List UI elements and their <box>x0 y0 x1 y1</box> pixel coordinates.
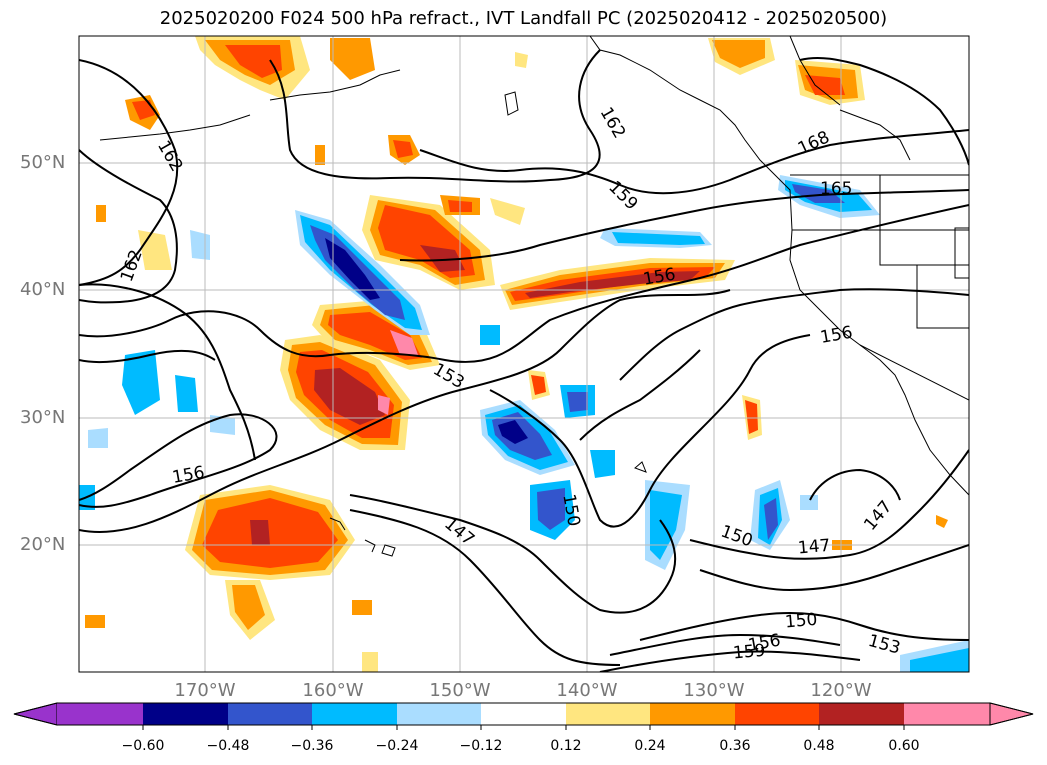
lon-label: 120°W <box>810 680 872 701</box>
colorbar-tick-label: −0.12 <box>459 738 503 754</box>
contour-label: 156 <box>171 463 206 488</box>
lat-label: 50°N <box>20 152 66 173</box>
colorbar-tick-label: −0.24 <box>375 738 419 754</box>
colorbar-swatch <box>735 703 819 725</box>
contour-label: 162 <box>153 137 187 175</box>
colorbar-swatch <box>143 703 228 725</box>
colorbar-tick-label: 0.36 <box>719 738 751 754</box>
gridlines <box>79 36 969 672</box>
contour-label: 162 <box>117 247 147 284</box>
colorbar-tick-label: 0.24 <box>634 738 666 754</box>
lat-label: 40°N <box>20 279 66 300</box>
colorbar-arrow-left <box>13 702 58 726</box>
colorbar-swatch <box>904 703 990 725</box>
colorbar-swatch <box>819 703 904 725</box>
lat-label: 20°N <box>20 534 66 555</box>
colorbar-swatch <box>228 703 312 725</box>
colorbar-arrow-right <box>989 702 1034 726</box>
contour-label: 159 <box>732 641 766 664</box>
contour-lines <box>79 49 969 672</box>
lon-label: 150°W <box>429 680 491 701</box>
plot-frame <box>78 35 970 673</box>
colorbar-swatch <box>312 703 397 725</box>
colorbar-tick-label: −0.60 <box>121 738 165 754</box>
contour-label: 147 <box>797 536 831 559</box>
colorbar-tick-label: 0.60 <box>888 738 920 754</box>
colorbar-swatch <box>57 703 143 725</box>
lat-label: 30°N <box>20 407 66 428</box>
contour-label: 165 <box>820 179 852 199</box>
colorbar-swatch <box>650 703 735 725</box>
colorbar-tick-label: 0.12 <box>550 738 582 754</box>
colorbar-swatch <box>566 703 650 725</box>
negative-anomaly-blobs <box>79 175 969 672</box>
lon-label: 170°W <box>174 680 236 701</box>
colorbar-swatch <box>397 703 481 725</box>
contour-label: 156 <box>819 323 854 348</box>
contour-label: 168 <box>795 127 833 159</box>
contour-label: 147 <box>860 497 896 535</box>
colorbar-tick-label: −0.48 <box>206 738 250 754</box>
coastlines <box>99 36 969 557</box>
contour-label: 159 <box>604 177 641 214</box>
colorbar-tick-label: 0.48 <box>803 738 835 754</box>
colorbar-swatch <box>481 703 566 725</box>
contour-label: 150 <box>784 610 818 633</box>
shaded-field <box>79 36 969 672</box>
colorbar <box>13 702 1034 730</box>
contour-label: 162 <box>596 104 630 142</box>
colorbar-tick-label: −0.36 <box>290 738 334 754</box>
lon-label: 140°W <box>556 680 618 701</box>
lon-label: 130°W <box>683 680 745 701</box>
map-title: 2025020200 F024 500 hPa refract., IVT La… <box>159 8 888 29</box>
lon-label: 160°W <box>302 680 364 701</box>
